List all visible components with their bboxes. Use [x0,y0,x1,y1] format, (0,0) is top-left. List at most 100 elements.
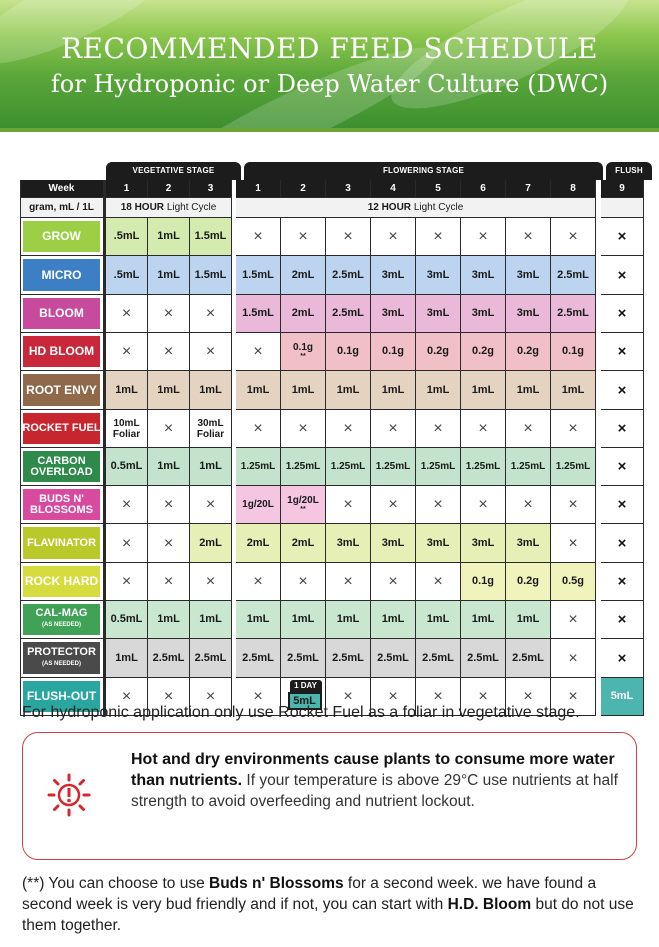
dose-cell: × [236,218,281,256]
dose-cell: .5mL [106,218,148,256]
dose-cell: × [281,218,326,256]
dose-cell: 1.25mL [326,448,371,486]
product-label-micro: MICRO [20,256,106,295]
dose-cell: × [148,486,190,524]
dose-cell: 1.5mL [190,256,232,295]
warning-body-text: If your temperature is above 29°C use nu… [131,772,618,810]
week-header-label: Week [20,180,106,198]
week-number: 2 [281,180,326,198]
foliar-note: For hydroponic application only use Rock… [22,704,580,721]
dose-cell: × [506,218,551,256]
dose-cell: 2.5mL [326,295,371,333]
dose-cell: 3mL [506,524,551,563]
dose-cell: 3mL [326,524,371,563]
dose-cell: 2.5mL [506,639,551,678]
flush-cycle-empty [601,198,644,218]
week-number: 3 [190,180,232,198]
veg-light-cycle: 18 HOUR Light Cycle [106,198,232,218]
dose-cell: 1mL [281,601,326,639]
dose-cell: 2.5mL [551,256,596,295]
dose-cell: × [416,410,461,448]
dose-cell: × [371,410,416,448]
dose-cell: 1.25mL [236,448,281,486]
dose-cell: × [106,486,148,524]
dose-cell: × [506,678,551,716]
banner-divider [0,128,659,132]
flower-light-cycle: 12 HOUR Light Cycle [236,198,596,218]
product-label-buds-n-blossoms: BUDS N' BLOSSOMS [20,486,106,524]
dose-cell: × [601,486,644,524]
product-label-hd-bloom: HD BLOOM [20,333,106,371]
dose-cell: 1g/20L ** [281,486,326,524]
header-banner: RECOMMENDED FEED SCHEDULE for Hydroponic… [0,0,659,128]
product-label-root-envy: ROOT ENVY [20,371,106,410]
dose-cell: 0.5mL [106,601,148,639]
dose-cell: 1mL [461,371,506,410]
product-label-bloom: BLOOM [20,295,106,333]
dose-cell: 2.5mL [236,639,281,678]
dose-cell: 1.25mL [461,448,506,486]
dose-cell: 2.5mL [190,639,232,678]
dose-cell: × [371,563,416,601]
dose-cell: × [416,678,461,716]
dose-cell: × [106,295,148,333]
dose-cell: × [601,333,644,371]
dose-cell: × [326,563,371,601]
dose-cell: × [601,256,644,295]
dose-cell: 2.5mL [326,639,371,678]
dose-cell: 1mL [148,218,190,256]
column-gap [232,180,236,716]
dose-cell: × [601,524,644,563]
dose-cell: × [551,678,596,716]
dose-cell: 1mL [148,601,190,639]
dose-cell: 30mL Foliar [190,410,232,448]
dose-cell: × [190,333,232,371]
product-label-flavinator: FLAVINATOR [20,524,106,563]
dose-cell: × [106,563,148,601]
warning-bold-text: Hot and dry environments cause plants to… [131,751,615,789]
product-label-cal-mag: CAL-MAG (AS NEEDED) [20,601,106,639]
column-gap [596,180,601,716]
dose-cell: × [326,486,371,524]
dose-cell: × [506,486,551,524]
dose-cell: × [148,295,190,333]
dose-cell: 0.5g [551,563,596,601]
dose-cell: × [148,333,190,371]
dose-cell: × [236,563,281,601]
dose-cell: × [461,218,506,256]
week-number: 9 [601,180,644,198]
week-number: 5 [416,180,461,198]
dose-cell: 0.1g ** [281,333,326,371]
dose-cell: 1.5mL [236,256,281,295]
dose-cell: × [461,410,506,448]
dose-cell: 3mL [506,256,551,295]
dose-cell: 3mL [416,295,461,333]
dose-cell: × [106,524,148,563]
dose-cell: 1mL [506,601,551,639]
dose-cell: 1mL [506,371,551,410]
dose-cell: × [601,563,644,601]
dose-cell: 0.1g [551,333,596,371]
dose-cell: 1.25mL [416,448,461,486]
dose-cell: 3mL [371,524,416,563]
page-title: RECOMMENDED FEED SCHEDULE [60,32,599,65]
dose-cell: 1mL [236,601,281,639]
dose-cell: 2.5mL [416,639,461,678]
dose-cell: 1mL [236,371,281,410]
dose-cell: 2.5mL [148,639,190,678]
dose-cell: × [601,639,644,678]
dose-cell: × [551,639,596,678]
dose-cell: 1.25mL [371,448,416,486]
dose-cell: × [190,563,232,601]
dose-cell: 1mL [416,601,461,639]
dose-cell: × [236,410,281,448]
dose-cell: 2mL [281,295,326,333]
dose-cell: × [190,486,232,524]
page-subtitle: for Hydroponic or Deep Water Culture (DW… [50,70,609,98]
week-number: 7 [506,180,551,198]
dose-cell: 1.5mL [236,295,281,333]
dose-cell: × [416,563,461,601]
dose-cell: 2.5mL [461,639,506,678]
unit-label: gram, mL / 1L [20,198,106,218]
dose-cell: × [326,678,371,716]
